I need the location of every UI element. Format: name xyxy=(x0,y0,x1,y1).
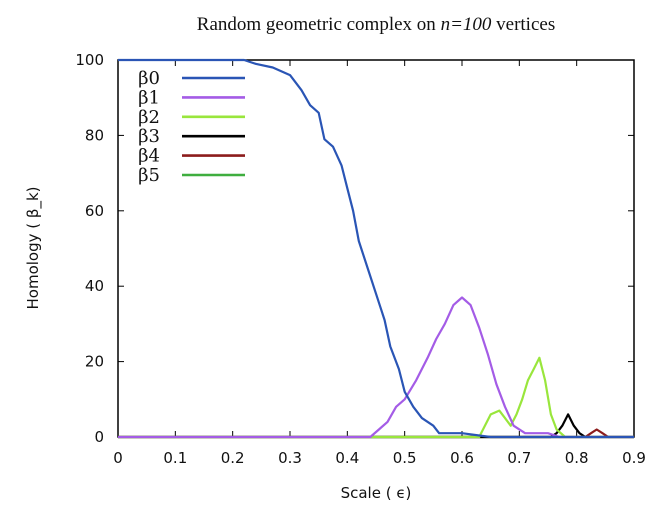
x-tick-label: 0.7 xyxy=(507,449,531,467)
series-line-beta1 xyxy=(118,296,634,439)
legend-label: β5 xyxy=(138,165,160,186)
x-tick-label: 0.9 xyxy=(622,449,646,467)
legend-label: β4 xyxy=(138,146,160,167)
y-tick-label: 80 xyxy=(85,126,104,144)
y-tick-label: 0 xyxy=(94,428,104,446)
plot-area: 0 0.1 0.2 0.3 0.4 0.5 0.6 0.7 0.8 0.9 0 20 40 60 80 10… xyxy=(75,51,646,467)
y-tick-label: 20 xyxy=(85,353,104,371)
y-tick-label: 40 xyxy=(85,277,104,295)
legend-label: β3 xyxy=(138,126,160,147)
series-lines xyxy=(118,58,634,439)
legend-label: β0 xyxy=(138,68,160,89)
x-tick-label: 0.1 xyxy=(163,449,187,467)
x-tick-label: 0.8 xyxy=(565,449,589,467)
x-tick-label: 0.5 xyxy=(393,449,417,467)
series-line-beta2 xyxy=(118,356,634,439)
x-axis: 0 0.1 0.2 0.3 0.4 0.5 0.6 0.7 0.8 0.9 xyxy=(113,60,646,467)
x-tick-label: 0 xyxy=(113,449,123,467)
series-line-beta3 xyxy=(118,413,634,439)
chart-title: Random geometric complex on n=100 vertic… xyxy=(197,14,555,35)
x-tick-label: 0.2 xyxy=(221,449,245,467)
y-tick-label: 60 xyxy=(85,202,104,220)
x-tick-label: 0.4 xyxy=(335,449,359,467)
legend-label: β1 xyxy=(138,87,160,108)
y-axis-label: Homology ( β_k) xyxy=(24,187,43,310)
legend-label: β2 xyxy=(138,107,160,128)
series-line-beta0 xyxy=(118,58,634,439)
x-tick-label: 0.6 xyxy=(450,449,474,467)
y-tick-label: 100 xyxy=(75,51,104,69)
x-tick-label: 0.3 xyxy=(278,449,302,467)
x-axis-label: Scale ( ϵ) xyxy=(341,484,412,502)
